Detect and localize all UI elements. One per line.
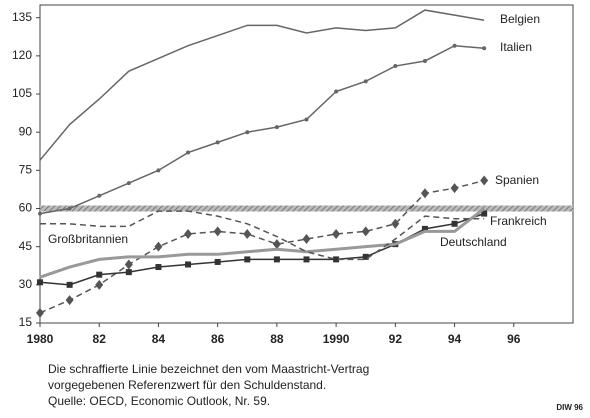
marker bbox=[302, 234, 311, 245]
marker bbox=[304, 117, 309, 122]
x-tick-label: 94 bbox=[448, 332, 462, 346]
y-tick-label: 90 bbox=[19, 124, 33, 138]
caption-line: vorgegebenen Referenzwert für den Schuld… bbox=[48, 378, 326, 392]
legend-label: Italien bbox=[500, 40, 532, 54]
marker bbox=[244, 256, 251, 263]
marker bbox=[303, 256, 310, 263]
marker bbox=[65, 295, 74, 306]
x-tick-label: 86 bbox=[211, 332, 225, 346]
y-tick-label: 30 bbox=[19, 277, 33, 291]
y-tick-label: 60 bbox=[19, 201, 33, 215]
marker bbox=[38, 211, 42, 216]
marker bbox=[334, 89, 339, 94]
x-tick-label: 1980 bbox=[27, 332, 54, 346]
y-tick-label: 135 bbox=[12, 10, 32, 24]
marker bbox=[393, 64, 398, 69]
marker bbox=[391, 218, 400, 229]
marker bbox=[274, 125, 279, 130]
marker bbox=[97, 193, 102, 198]
marker bbox=[96, 271, 103, 278]
marker bbox=[451, 220, 458, 227]
marker bbox=[452, 43, 457, 48]
marker bbox=[482, 46, 487, 51]
marker bbox=[245, 130, 250, 135]
marker bbox=[243, 228, 252, 239]
marker bbox=[450, 183, 459, 194]
marker bbox=[154, 241, 163, 252]
marker bbox=[184, 228, 193, 239]
legend-label: Deutschland bbox=[440, 235, 507, 249]
series-line bbox=[39, 179, 485, 314]
y-tick-label: 105 bbox=[12, 86, 32, 100]
marker bbox=[333, 256, 340, 263]
y-tick-label: 120 bbox=[12, 48, 32, 62]
marker bbox=[186, 150, 191, 155]
marker bbox=[362, 253, 369, 260]
series-line bbox=[39, 44, 485, 215]
marker bbox=[422, 58, 427, 63]
y-tick-label: 15 bbox=[19, 315, 33, 329]
marker bbox=[66, 281, 73, 288]
x-tick-label: 96 bbox=[507, 332, 521, 346]
caption-line: Quelle: OECD, Economic Outlook, Nr. 59. bbox=[48, 394, 270, 408]
legend-label: Belgien bbox=[500, 12, 540, 26]
marker bbox=[124, 259, 133, 270]
marker bbox=[332, 228, 341, 239]
marker bbox=[67, 206, 72, 211]
marker bbox=[214, 258, 221, 265]
series-line bbox=[39, 9, 485, 161]
marker bbox=[481, 210, 488, 217]
x-tick-label: 82 bbox=[93, 332, 107, 346]
marker bbox=[480, 175, 489, 186]
marker bbox=[185, 261, 192, 268]
marker bbox=[215, 140, 220, 145]
marker bbox=[361, 226, 370, 237]
source-tag: DIW 96 bbox=[556, 403, 583, 412]
marker bbox=[126, 181, 131, 186]
marker bbox=[420, 188, 429, 199]
reference-line bbox=[40, 205, 573, 212]
x-tick-label: 84 bbox=[152, 332, 166, 346]
x-tick-label: 1990 bbox=[323, 332, 350, 346]
legend-label: Frankreich bbox=[490, 214, 547, 228]
marker bbox=[213, 226, 222, 237]
x-tick-label: 92 bbox=[389, 332, 403, 346]
series-line bbox=[39, 207, 486, 279]
caption-line: Die schraffierte Linie bezeichnet den vo… bbox=[48, 362, 369, 376]
marker bbox=[363, 79, 368, 84]
marker bbox=[125, 269, 132, 276]
legend-label: Großbritannien bbox=[48, 232, 128, 246]
marker bbox=[36, 307, 44, 318]
marker bbox=[272, 239, 281, 250]
legend-label: Spanien bbox=[495, 173, 539, 187]
marker bbox=[156, 168, 161, 173]
plot-frame bbox=[39, 4, 574, 324]
y-tick-label: 75 bbox=[19, 163, 33, 177]
series-line bbox=[40, 210, 485, 261]
marker bbox=[95, 279, 104, 290]
marker bbox=[155, 264, 162, 271]
x-tick-label: 88 bbox=[270, 332, 284, 346]
y-tick-label: 45 bbox=[19, 239, 33, 253]
marker bbox=[273, 256, 280, 263]
marker bbox=[37, 279, 43, 286]
marker bbox=[421, 225, 428, 232]
